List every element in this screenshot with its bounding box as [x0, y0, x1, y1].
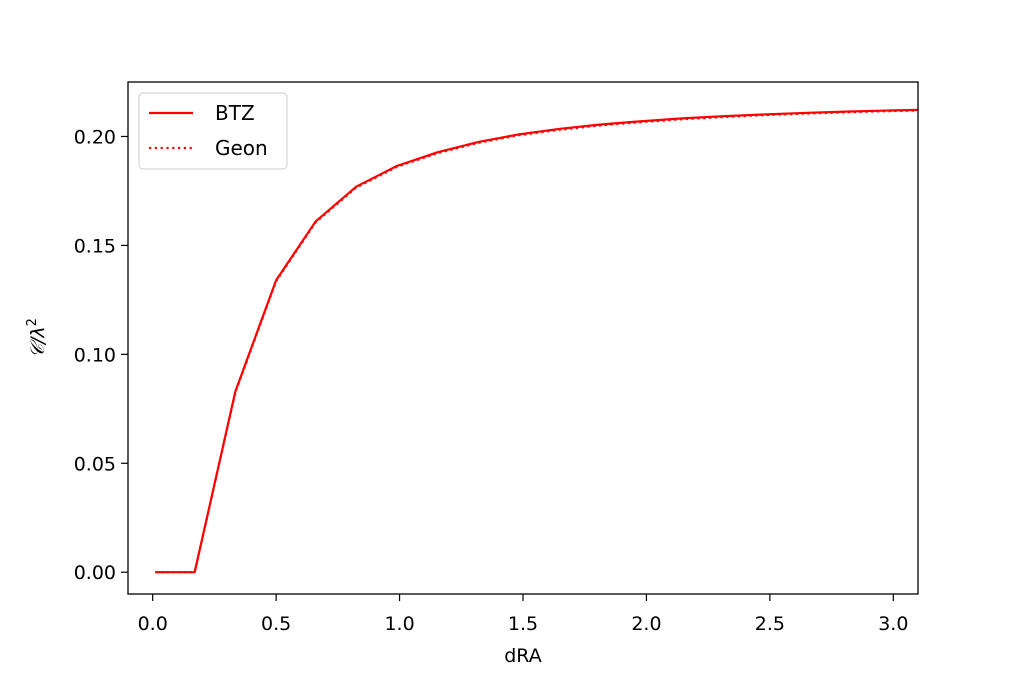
- y-tick-label: 0.20: [74, 126, 116, 148]
- x-axis: 0.0 0.5 1.0 1.5 2.0 2.5 3.0: [138, 594, 908, 635]
- y-axis-label: 𝒞/λ2: [25, 318, 49, 358]
- x-tick-label: 2.5: [755, 613, 785, 635]
- series-layer: [155, 108, 918, 574]
- x-tick-label: 3.0: [878, 613, 908, 635]
- series-line-btz: [155, 108, 918, 574]
- y-tick-label: 0.05: [74, 453, 116, 475]
- x-tick-label: 0.0: [138, 613, 168, 635]
- y-tick-label: 0.00: [74, 562, 116, 584]
- x-tick-label: 2.0: [631, 613, 661, 635]
- y-axis: 0.00 0.05 0.10 0.15 0.20: [74, 126, 128, 584]
- x-tick-label: 1.0: [384, 613, 414, 635]
- x-tick-label: 0.5: [261, 613, 291, 635]
- y-tick-label: 0.10: [74, 344, 116, 366]
- y-tick-label: 0.15: [74, 235, 116, 257]
- svg-text:𝒞/λ2: 𝒞/λ2: [25, 318, 49, 358]
- x-axis-label: dRA: [504, 645, 542, 667]
- series-line-geon: [155, 109, 918, 574]
- legend-label-geon: Geon: [215, 136, 268, 160]
- y-axis-label-main: 𝒞/λ: [27, 326, 49, 358]
- legend: BTZ Geon: [138, 92, 288, 170]
- x-tick-label: 1.5: [508, 613, 538, 635]
- y-axis-label-superscript: 2: [25, 318, 40, 326]
- legend-label-btz: BTZ: [215, 101, 255, 125]
